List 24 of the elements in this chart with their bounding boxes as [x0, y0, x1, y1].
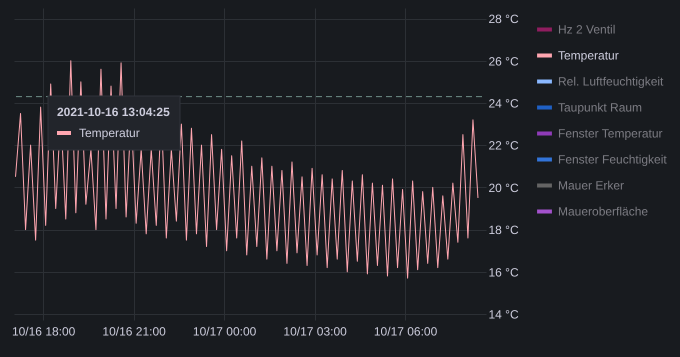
y-tick-label: 28 °C [488, 12, 519, 26]
y-tick-label: 24 °C [488, 96, 519, 110]
x-tick-label: 10/17 06:00 [374, 324, 438, 338]
legend-label: Temperatur [79, 126, 140, 140]
legend-label: Taupunkt Raum [558, 100, 642, 114]
x-tick-label: 10/17 00:00 [192, 324, 257, 338]
legend-label: Mauer Erker [558, 178, 624, 192]
x-tick-label: 10/16 21:00 [102, 324, 166, 338]
legend-label: Fenster Feuchtigkeit [558, 152, 668, 166]
y-tick-label: 26 °C [488, 54, 519, 68]
y-tick-label: 14 °C [488, 308, 519, 322]
y-tick-label: 16 °C [488, 265, 519, 280]
legend-label: Rel. Luftfeuchtigkeit [558, 74, 664, 88]
x-tick-label: 10/17 03:00 [283, 324, 348, 338]
legend-label: Hz 2 Ventil [558, 22, 616, 36]
legend-label: Maueroberfläche [558, 204, 648, 218]
text: Temperatur [558, 48, 619, 62]
x-tick-label: 10/16 18:00 [12, 324, 76, 338]
y-tick-label: 18 °C [488, 223, 519, 238]
line-series [15, 60, 478, 279]
annotation: 2021-10-16 13:04:25 [57, 105, 170, 119]
y-tick-label: 22 °C [488, 138, 519, 153]
legend-label: Fenster Temperatur [558, 126, 662, 140]
y-tick-label: 20 °C [488, 180, 519, 195]
